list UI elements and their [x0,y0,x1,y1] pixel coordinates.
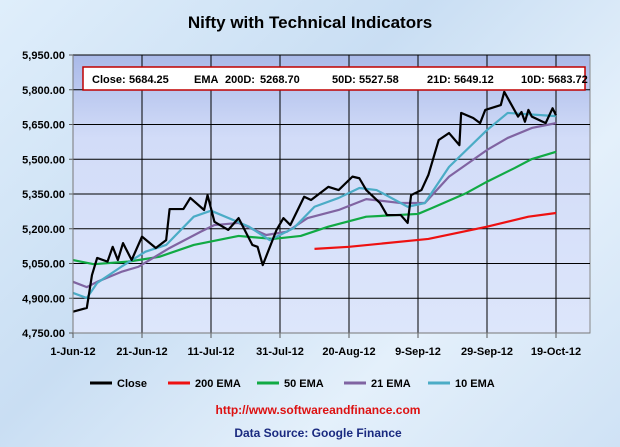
ema200-label: 200D: [225,74,255,86]
ema50-value: 5527.58 [359,74,399,86]
x-tick-label: 1-Jun-12 [50,346,95,358]
legend-label: Close [117,378,147,390]
x-tick-label: 19-Oct-12 [531,346,581,358]
series-line-200-ema [314,211,557,251]
svg-text:Close: 5684.25 EMA: Close: 5684.25 EMA 200D: 5268.70 50D: 55… [92,74,588,86]
chart-title: Nifty with Technical Indicators [188,13,432,32]
legend-label: 50 EMA [284,378,324,390]
close-value: 5684.25 [129,74,169,86]
legend: Close 200 EMA 50 EMA 21 EMA 10 EMA [90,378,495,390]
close-label: Close: [92,74,126,86]
x-tick-label: 21-Jun-12 [116,346,167,358]
y-tick-label: 5,500.00 [22,154,65,166]
legend-label: 21 EMA [371,378,411,390]
series-line-close [72,90,557,313]
ema10-value: 5683.72 [548,74,588,86]
y-tick-label: 4,900.00 [22,293,65,305]
ema-label: EMA [194,74,219,86]
ema10-label: 10D: [521,74,545,86]
y-tick-label: 5,200.00 [22,224,65,236]
y-tick-label: 5,950.00 [22,50,65,62]
series-line-50-ema [72,150,557,266]
y-tick-label: 4,750.00 [22,328,65,340]
series-line-10-ema [72,111,557,300]
ema21-label: 21D: [427,74,451,86]
ema50-label: 50D: [332,74,356,86]
x-tick-label: 31-Jul-12 [256,346,304,358]
legend-label: 200 EMA [195,378,241,390]
source-url-link[interactable]: http://www.softwareandfinance.com [216,403,421,417]
x-tick-label: 20-Aug-12 [322,346,375,358]
axes: 4,750.00 4,900.00 5,050.00 5,200.00 5,350.00… [22,50,590,358]
info-box: Close: 5684.25 EMA 200D: 5268.70 50D: 55… [82,66,588,91]
x-tick-label: 11-Jul-12 [187,346,234,358]
series-group [72,90,557,313]
legend-label: 10 EMA [455,378,495,390]
y-tick-label: 5,650.00 [22,120,65,132]
y-tick-label: 5,800.00 [22,85,65,97]
ema200-value: 5268.70 [260,74,300,86]
y-tick-label: 5,350.00 [22,189,65,201]
ema21-value: 5649.12 [454,74,494,86]
x-tick-label: 29-Sep-12 [461,346,513,358]
x-tick-label: 9-Sep-12 [395,346,441,358]
y-tick-label: 5,050.00 [22,259,65,271]
data-source-label: Data Source: Google Finance [234,426,402,440]
